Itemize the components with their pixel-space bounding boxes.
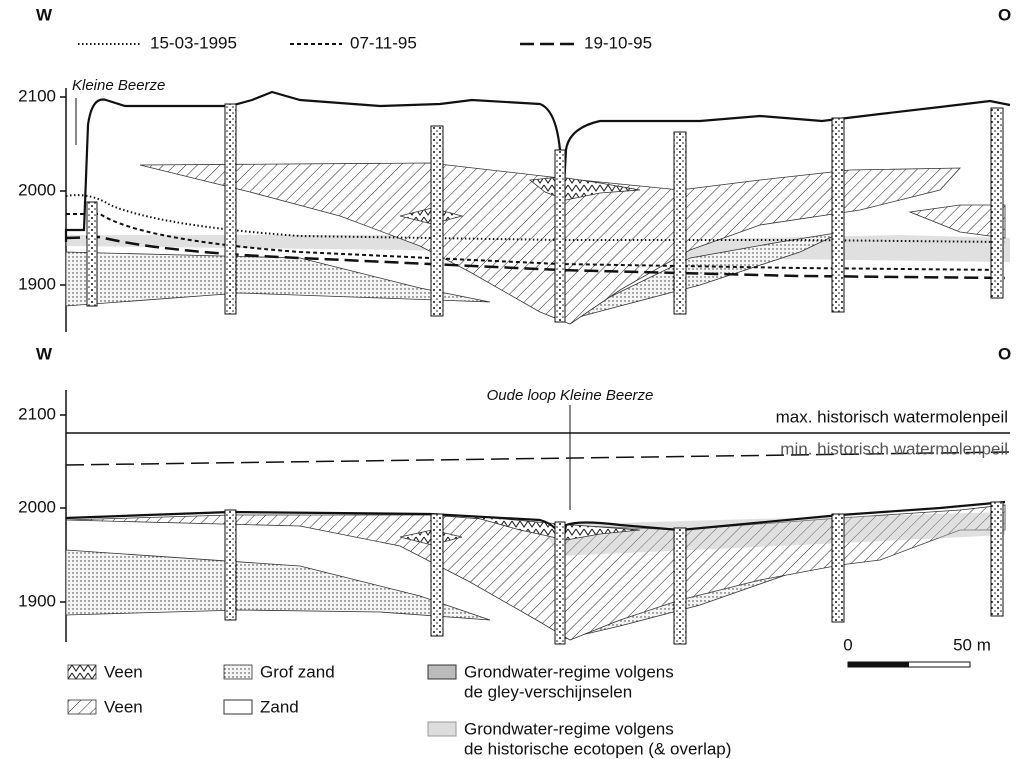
legend-swatch bbox=[67, 699, 97, 715]
legend-label: Zand bbox=[260, 697, 299, 716]
legend: Veen Veen Grof zand Zand Grondwater-regi… bbox=[67, 662, 731, 758]
coarse-sand bbox=[65, 251, 491, 307]
groundwater-zone bbox=[540, 512, 1005, 556]
y-tick-label: 2100 bbox=[18, 404, 56, 423]
borehole bbox=[224, 509, 237, 621]
borehole bbox=[673, 131, 687, 315]
scale-bar: 0 50 m bbox=[843, 635, 991, 668]
borehole bbox=[430, 513, 444, 637]
peat-layer bbox=[908, 204, 1006, 239]
y-tick-label: 2000 bbox=[18, 180, 56, 199]
coarse-sand bbox=[65, 549, 491, 621]
borehole bbox=[673, 527, 687, 645]
legend-label: Veen bbox=[104, 697, 143, 716]
legend-label: Grondwater-regime volgens bbox=[464, 719, 674, 738]
borehole bbox=[831, 513, 845, 623]
y-tick-label: 1900 bbox=[18, 274, 56, 293]
legend-swatch bbox=[223, 699, 253, 715]
legend-label: de gley-verschijnselen bbox=[464, 682, 632, 701]
river-label: Oude loop Kleine Beerze bbox=[487, 387, 654, 404]
y-tick-label: 2000 bbox=[18, 497, 56, 516]
borehole bbox=[554, 149, 566, 323]
legend-label: de historische ecotopen (& overlap) bbox=[464, 739, 731, 758]
legend-swatch bbox=[67, 664, 97, 680]
borehole bbox=[86, 201, 98, 307]
legend-label: Grof zand bbox=[260, 662, 335, 681]
legend-swatch bbox=[427, 664, 457, 680]
scale-end: 50 m bbox=[953, 635, 991, 654]
min-level-line bbox=[65, 451, 1011, 466]
west-label: W bbox=[36, 344, 53, 363]
borehole bbox=[831, 117, 845, 313]
east-label: O bbox=[998, 5, 1011, 24]
east-label: O bbox=[998, 344, 1011, 363]
water-level-longdash bbox=[65, 235, 1006, 280]
top-panel: W O 15-03-1995 07-11-95 19-10-95 2100 20… bbox=[18, 5, 1011, 332]
borehole bbox=[554, 521, 566, 645]
scale-fill bbox=[848, 662, 909, 667]
bottom-panel: W O 2100 2000 1900 max. historisch water… bbox=[18, 344, 1011, 645]
water-level-label: 15-03-1995 bbox=[150, 33, 237, 52]
legend-swatch bbox=[427, 721, 457, 737]
borehole bbox=[990, 107, 1004, 299]
borehole bbox=[990, 501, 1004, 617]
borehole bbox=[430, 125, 444, 317]
y-tick-label: 2100 bbox=[18, 86, 56, 105]
water-level-dashed bbox=[66, 213, 1006, 271]
ground-surface bbox=[65, 500, 1006, 543]
water-level-label: 07-11-95 bbox=[350, 33, 417, 52]
legend-label: Grondwater-regime volgens bbox=[464, 662, 674, 681]
scale-start: 0 bbox=[843, 635, 852, 654]
west-label: W bbox=[36, 5, 53, 24]
river-label: Kleine Beerze bbox=[72, 77, 165, 94]
legend-swatch bbox=[223, 664, 253, 680]
borehole bbox=[224, 103, 237, 315]
water-level-label: 19-10-95 bbox=[584, 33, 652, 52]
max-level-label: max. historisch watermolenpeil bbox=[776, 407, 1008, 426]
legend-label: Veen bbox=[104, 662, 143, 681]
y-tick-label: 1900 bbox=[18, 591, 56, 610]
min-level-label: min. historisch watermolenpeil bbox=[780, 439, 1008, 458]
ground-surface bbox=[64, 90, 1011, 242]
